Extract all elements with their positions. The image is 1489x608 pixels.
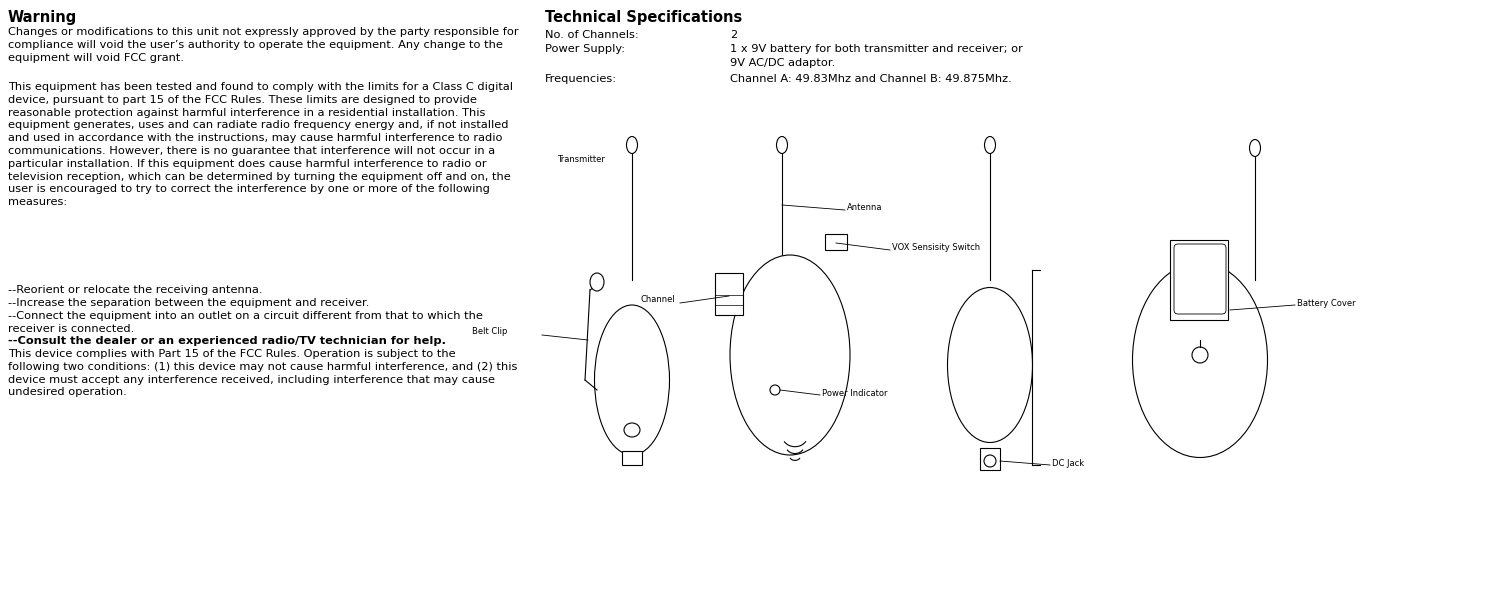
- Ellipse shape: [730, 255, 850, 455]
- Ellipse shape: [624, 423, 640, 437]
- Text: Frequencies:: Frequencies:: [545, 74, 616, 84]
- Text: --Increase the separation between the equipment and receiver.: --Increase the separation between the eq…: [7, 298, 369, 308]
- Ellipse shape: [1133, 263, 1267, 457]
- Bar: [622, 451, 642, 465]
- Text: Power Indicator: Power Indicator: [822, 389, 887, 398]
- Text: This device complies with Part 15 of the FCC Rules. Operation is subject to the
: This device complies with Part 15 of the…: [7, 349, 517, 398]
- Text: Transmitter: Transmitter: [557, 155, 605, 164]
- Text: Battery Cover: Battery Cover: [1297, 299, 1355, 308]
- Ellipse shape: [590, 273, 605, 291]
- Bar: [980, 448, 1001, 470]
- Text: DC Jack: DC Jack: [1053, 458, 1084, 468]
- Text: --Reorient or relocate the receiving antenna.: --Reorient or relocate the receiving ant…: [7, 285, 262, 295]
- Bar: [1170, 240, 1228, 320]
- Ellipse shape: [1249, 139, 1261, 156]
- Text: --Connect the equipment into an outlet on a circuit different from that to which: --Connect the equipment into an outlet o…: [7, 311, 482, 334]
- Circle shape: [1193, 347, 1208, 363]
- Text: This equipment has been tested and found to comply with the limits for a Class C: This equipment has been tested and found…: [7, 82, 514, 207]
- Ellipse shape: [627, 137, 637, 153]
- Text: Warning: Warning: [7, 10, 77, 25]
- Circle shape: [984, 455, 996, 467]
- Text: Belt Clip: Belt Clip: [472, 328, 506, 336]
- Text: --Consult the dealer or an experienced radio/TV technician for help.: --Consult the dealer or an experienced r…: [7, 336, 447, 346]
- Text: Changes or modifications to this unit not expressly approved by the party respon: Changes or modifications to this unit no…: [7, 27, 518, 63]
- Ellipse shape: [947, 288, 1032, 443]
- Text: Technical Specifications: Technical Specifications: [545, 10, 742, 25]
- Ellipse shape: [594, 305, 670, 455]
- Text: 1 x 9V battery for both transmitter and receiver; or
9V AC/DC adaptor.: 1 x 9V battery for both transmitter and …: [730, 44, 1023, 68]
- Text: Channel: Channel: [640, 295, 675, 305]
- Ellipse shape: [984, 137, 996, 153]
- Ellipse shape: [776, 137, 788, 153]
- Bar: [715, 273, 743, 315]
- Text: Power Supply:: Power Supply:: [545, 44, 625, 54]
- Text: Antenna: Antenna: [847, 202, 883, 212]
- Text: 2: 2: [730, 30, 737, 40]
- FancyBboxPatch shape: [1173, 244, 1225, 314]
- Text: No. of Channels:: No. of Channels:: [545, 30, 639, 40]
- Bar: [825, 234, 847, 250]
- Text: Channel A: 49.83Mhz and Channel B: 49.875Mhz.: Channel A: 49.83Mhz and Channel B: 49.87…: [730, 74, 1011, 84]
- Text: VOX Sensisity Switch: VOX Sensisity Switch: [892, 243, 980, 252]
- Circle shape: [770, 385, 780, 395]
